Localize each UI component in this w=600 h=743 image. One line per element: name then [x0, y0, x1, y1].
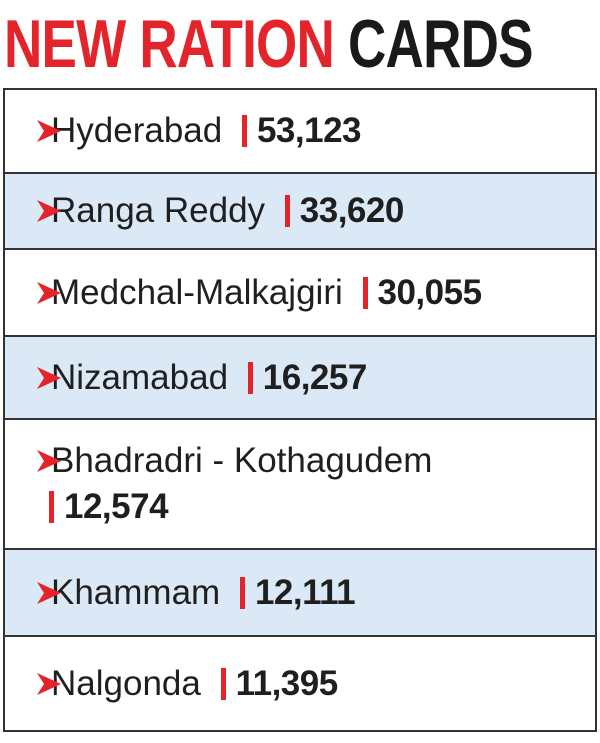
row-content: Bhadradri - Kothagudem 12,574 [37, 438, 439, 530]
card-count: 12,111 [254, 572, 356, 612]
title-black: CARDS [348, 6, 533, 82]
row-content: Nalgonda 11,395 [37, 661, 338, 707]
arrow-icon [37, 450, 61, 472]
separator [362, 276, 368, 309]
row-content: Nizamabad 16,257 [37, 355, 367, 401]
list-row: Medchal-Malkajgiri 30,055 [3, 250, 597, 337]
title: NEW RATION CARDS [4, 4, 533, 84]
row-content: Khammam 12,111 [37, 570, 356, 616]
district-name: Bhadradri - Kothagudem [51, 441, 433, 480]
district-name: Nizamabad [51, 357, 229, 397]
card-count: 12,574 [64, 487, 169, 526]
row-content: Medchal-Malkajgiri 30,055 [37, 270, 482, 316]
list-row: Khammam 12,111 [3, 550, 597, 637]
district-name: Nalgonda [51, 663, 201, 703]
row-content: Hyderabad 53,123 [37, 108, 362, 154]
district-name: Ranga Reddy [51, 191, 266, 230]
value-group: 16,257 [238, 358, 367, 397]
value-group: 30,055 [353, 273, 482, 312]
separator [284, 195, 290, 227]
list-row: Hyderabad 53,123 [3, 90, 597, 174]
arrow-icon [37, 672, 61, 695]
card-count: 11,395 [235, 663, 339, 703]
card-count: 30,055 [377, 272, 483, 312]
district-name: Khammam [51, 572, 221, 612]
card-count: 53,123 [256, 111, 362, 150]
card-count: 16,257 [262, 357, 368, 397]
list-row: Ranga Reddy 33,620 [3, 174, 597, 250]
list-row: Nizamabad 16,257 [3, 337, 597, 420]
arrow-icon [37, 581, 61, 604]
card-count: 33,620 [299, 191, 405, 230]
separator [247, 361, 253, 394]
separator [49, 491, 54, 523]
arrow-icon [37, 366, 61, 389]
arrow-icon [37, 120, 61, 142]
arrow-icon [37, 200, 61, 222]
list-row: Bhadradri - Kothagudem 12,574 [3, 420, 597, 550]
district-list: Hyderabad 53,123 Ranga Reddy 33,620 Medcha… [3, 88, 597, 732]
row-content: Ranga Reddy 33,620 [37, 188, 404, 234]
value-group: 12,574 [39, 487, 169, 526]
separator [220, 667, 226, 700]
title-red: NEW RATION [4, 6, 335, 82]
arrow-icon [37, 281, 61, 304]
separator [239, 576, 245, 609]
district-name: Hyderabad [51, 111, 223, 150]
district-name: Medchal-Malkajgiri [51, 272, 343, 312]
value-group: 11,395 [211, 664, 338, 703]
list-row: Nalgonda 11,395 [3, 637, 597, 732]
value-group: 12,111 [230, 572, 356, 612]
value-group: 53,123 [232, 111, 362, 150]
value-group: 33,620 [275, 191, 404, 230]
separator [241, 115, 247, 147]
